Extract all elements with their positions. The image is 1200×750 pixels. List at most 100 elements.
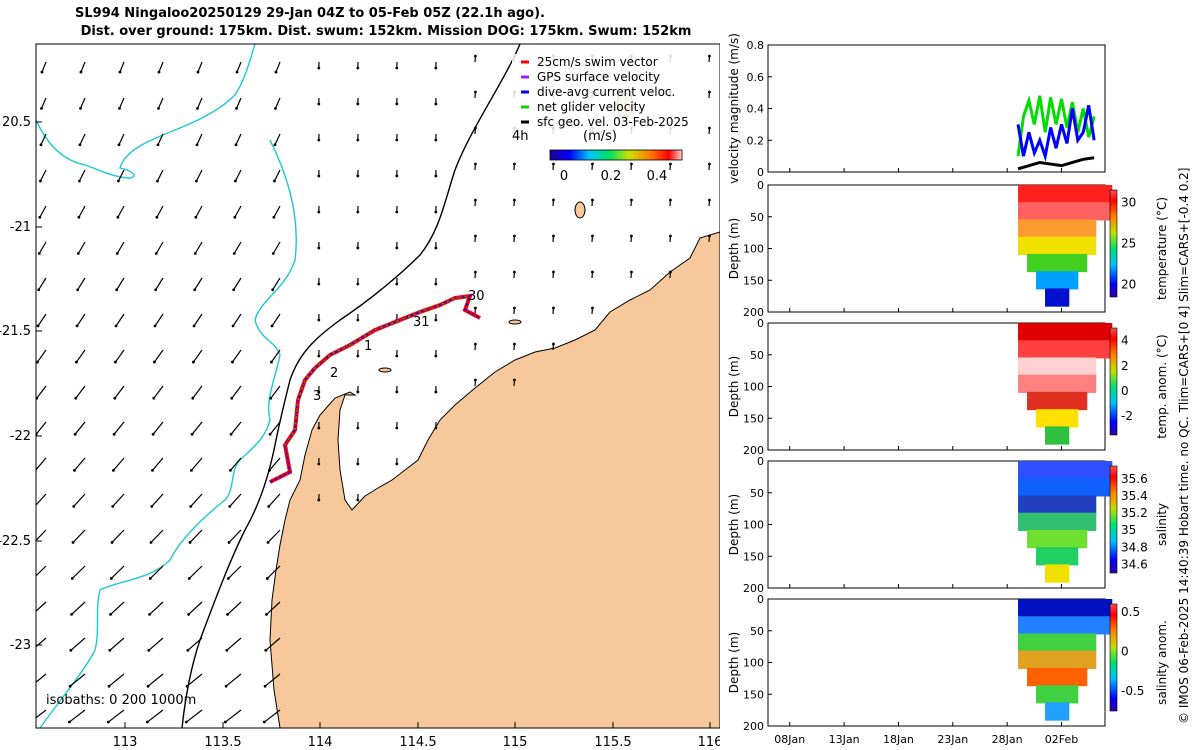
- velocity-vector: [79, 133, 86, 145]
- velocity-vector: [150, 529, 164, 543]
- velocity-vector: [153, 385, 164, 399]
- map-x-tick-label: 114: [308, 735, 333, 750]
- profile-band: [1018, 219, 1097, 238]
- velocity-vector-head: [38, 215, 42, 219]
- velocity-vector-head: [513, 378, 516, 382]
- velocity-vector: [233, 241, 242, 254]
- profile-band: [1018, 495, 1097, 514]
- velocity-vector: [229, 457, 242, 471]
- velocity-vector-head: [630, 234, 633, 238]
- velocity-vector-head: [115, 288, 119, 292]
- velocity-vector-head: [273, 179, 276, 183]
- velocity-vector: [70, 637, 86, 651]
- velocity-vector-head: [110, 541, 114, 544]
- velocity-vector: [156, 205, 164, 218]
- velocity-vector-head: [513, 270, 516, 274]
- velocity-vector: [75, 385, 86, 399]
- y-tick-label: 200: [743, 720, 764, 733]
- profile-panel-0: 0 0.2 0.4 0.6 0.8 velocity magnitude (m/s): [727, 33, 1106, 184]
- velocity-vector: [36, 349, 47, 363]
- map-x-ticks: 113 113.5 114 114.5 115 115.5 116: [113, 722, 720, 750]
- velocity-vector-head: [434, 102, 438, 106]
- velocity-series: [1017, 156, 1095, 171]
- velocity-vector: [153, 349, 164, 363]
- y-tick-label: 100: [743, 519, 764, 532]
- velocity-vector-head: [591, 270, 594, 274]
- velocity-vector: [115, 313, 125, 327]
- velocity-vector-head: [434, 354, 438, 358]
- velocity-vector: [188, 601, 203, 615]
- velocity-vector-head: [154, 288, 158, 292]
- colorbar-tick-label: 35: [1121, 523, 1136, 537]
- velocity-vector-head: [356, 390, 360, 394]
- velocity-vector-head: [591, 162, 594, 166]
- velocity-vector: [156, 169, 164, 182]
- velocity-vector: [234, 169, 242, 182]
- velocity-vector-head: [188, 541, 192, 544]
- velocity-vector-head: [317, 354, 321, 358]
- velocity-vector: [71, 565, 86, 579]
- velocity-vector-head: [193, 288, 197, 292]
- velocity-vector-head: [474, 378, 477, 382]
- velocity-vector-head: [317, 66, 321, 70]
- velocity-vector-head: [115, 252, 119, 255]
- velocity-vector: [79, 97, 86, 109]
- isobath-note: isobaths: 0 200 1000m: [46, 693, 196, 708]
- y-tick-label: 200: [743, 582, 764, 595]
- velocity-vector-head: [708, 162, 711, 166]
- velocity-vector-head: [149, 541, 153, 544]
- colorbar-label: salinity: [1155, 503, 1169, 546]
- colorbar-label: temperature (°C): [1155, 197, 1169, 300]
- velocity-vector-head: [317, 498, 321, 502]
- velocity-vector-head: [630, 270, 633, 274]
- y-tick-label: 50: [750, 349, 764, 362]
- y-axis-label: Depth (m): [727, 494, 741, 555]
- legend-label: net glider velocity: [537, 100, 645, 114]
- y-tick-label: 50: [750, 625, 764, 638]
- velocity-vector-head: [264, 648, 268, 652]
- velocity-vector-head: [194, 215, 198, 219]
- colorbar-label: salinity anom.: [1155, 620, 1169, 705]
- y-tick-label: 0.6: [747, 71, 765, 84]
- velocity-vector-head: [225, 648, 229, 652]
- velocity-series: [1016, 105, 1096, 162]
- velocity-vector-head: [434, 246, 438, 250]
- velocity-vector: [190, 457, 203, 471]
- velocity-vector-head: [395, 426, 399, 430]
- velocity-vector-head: [116, 215, 120, 219]
- map-y-tick-label: -22: [10, 429, 31, 444]
- velocity-vector: [76, 313, 86, 327]
- velocity-vector: [227, 601, 242, 615]
- velocity-vector-head: [153, 360, 156, 364]
- colorbar-tick-label: 35.4: [1121, 489, 1148, 503]
- velocity-vector-head: [317, 462, 321, 466]
- velocity-vector-head: [434, 390, 438, 394]
- y-tick-label: 0: [757, 317, 764, 330]
- velocity-vector-head: [36, 360, 39, 364]
- profile-band: [1018, 461, 1113, 480]
- velocity-vector: [107, 709, 125, 723]
- velocity-vector-head: [73, 468, 76, 472]
- velocity-vector: [224, 709, 242, 723]
- velocity-vector: [74, 421, 86, 435]
- velocity-vector-head: [232, 288, 236, 292]
- velocity-vector-head: [395, 390, 399, 394]
- velocity-vector: [151, 457, 164, 471]
- velocity-vector: [272, 277, 281, 291]
- velocity-series: [1016, 95, 1096, 157]
- velocity-vector-head: [155, 215, 159, 219]
- velocity-vector: [232, 313, 242, 327]
- velocity-vector-head: [71, 541, 75, 544]
- velocity-vector-head: [356, 66, 360, 70]
- profile-panel-4: 0 50 100 150 200 Depth (m) 0.5 0 -0.5 salinity an…: [727, 593, 1169, 733]
- day-labels: 30 31 1 23: [313, 289, 485, 404]
- map-colorbar-tick: 0: [560, 169, 568, 184]
- velocity-vector-head: [317, 390, 321, 394]
- velocity-vector: [68, 709, 86, 723]
- velocity-vector: [157, 97, 164, 109]
- velocity-vector: [108, 673, 125, 687]
- profile-band: [1018, 202, 1113, 221]
- velocity-vector: [157, 133, 164, 145]
- velocity-vector-head: [591, 306, 594, 310]
- velocity-vector: [158, 61, 164, 73]
